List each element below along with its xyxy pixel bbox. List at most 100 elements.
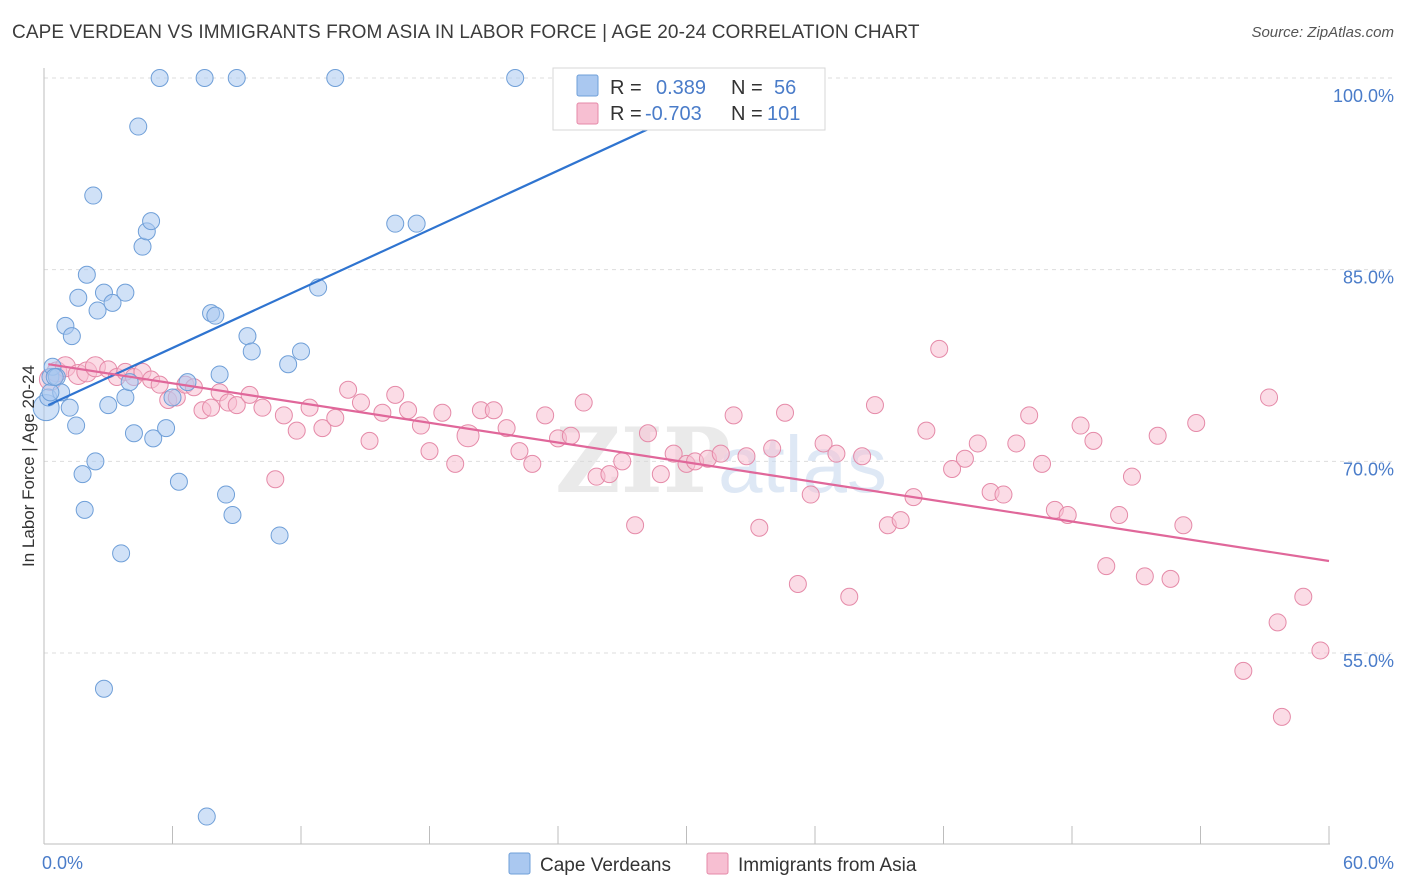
blue-point [133, 237, 152, 256]
pink-point [351, 393, 370, 412]
pink-point [497, 419, 516, 438]
pink-point [930, 339, 949, 358]
blue-point [84, 186, 103, 205]
pink-point [446, 454, 465, 473]
legend-n-value-1: 56 [774, 77, 796, 99]
pink-point [561, 426, 580, 445]
legend-swatch-blue [576, 74, 599, 97]
pink-point [510, 442, 529, 461]
pink-point [536, 406, 555, 425]
pink-point [1097, 557, 1116, 576]
blue-point [169, 472, 188, 491]
blue-point [45, 368, 64, 386]
grid-lines [44, 77, 1394, 654]
pink-point [1294, 587, 1313, 606]
blue-point [142, 212, 161, 231]
blue-point [112, 544, 131, 563]
blue-point [206, 306, 225, 325]
blue-point [195, 69, 214, 87]
legend-r-label-1: R = [610, 77, 642, 99]
blue-point [75, 500, 94, 519]
y-tick-label-1: 70.0% [1343, 459, 1394, 479]
blue-point [242, 342, 261, 361]
pink-point [202, 398, 221, 417]
blue-point [227, 69, 246, 87]
blue-point [99, 396, 118, 415]
y-tick-label-2: 85.0% [1343, 268, 1394, 288]
pink-point [788, 575, 807, 593]
pink-point [1020, 406, 1039, 425]
blue-point [69, 288, 88, 307]
pink-point [1033, 454, 1052, 473]
y-tick-label-3: 100.0% [1333, 86, 1394, 106]
blue-point [144, 429, 163, 448]
immigrants-from-asia-points [38, 339, 1330, 726]
pink-point [711, 444, 730, 463]
pink-point [399, 401, 418, 420]
legend-n-label-1: N = [731, 77, 763, 99]
pink-point [1311, 641, 1330, 660]
cape-verdeans-trend-line [47, 77, 760, 407]
pink-point [763, 439, 782, 458]
blue-point [407, 214, 426, 233]
blue-point [116, 283, 135, 302]
blue-point [150, 69, 169, 87]
x-tick-labels: 0.0% 60.0% [42, 853, 1394, 873]
blue-point [210, 365, 229, 384]
source-label: Source: ZipAtlas.com [1251, 24, 1394, 41]
pink-point [827, 444, 846, 463]
cape-verdeans-points [32, 69, 525, 826]
pink-point [1084, 431, 1103, 450]
pink-point [917, 421, 936, 440]
blue-point [326, 69, 345, 87]
pink-point [313, 419, 332, 438]
blue-point [86, 452, 105, 471]
blue-point [67, 416, 86, 435]
blue-point [88, 301, 107, 320]
pink-point [638, 424, 657, 443]
pink-point [373, 403, 392, 422]
x-tick-label-1: 60.0% [1343, 853, 1394, 873]
pink-point [253, 398, 272, 417]
blue-point [60, 398, 79, 417]
blue-point [506, 69, 525, 87]
blue-point [279, 355, 298, 374]
pink-point [1272, 707, 1291, 726]
blue-point [386, 214, 405, 233]
trend-lines [47, 77, 1330, 563]
pink-point [943, 460, 962, 478]
bottom-legend-swatch-pink [706, 852, 729, 875]
pink-point [865, 396, 884, 415]
legend-n-label-2: N = [731, 103, 763, 125]
pink-point [840, 587, 859, 606]
blue-point [178, 373, 197, 392]
bottom-legend-swatch-blue [508, 852, 531, 875]
pink-point [814, 434, 833, 453]
pink-point [613, 452, 632, 471]
bottom-legend-label-2: Immigrants from Asia [738, 855, 917, 876]
y-axis-label: In Labor Force | Age 20-24 [19, 365, 38, 567]
pink-point [1135, 567, 1154, 586]
pink-point [266, 470, 285, 489]
pink-point [737, 447, 756, 466]
pink-point [227, 396, 246, 415]
pink-point [326, 408, 345, 427]
pink-point [1187, 414, 1206, 432]
pink-point [484, 401, 503, 420]
legend-r-value-2: -0.703 [645, 103, 702, 125]
pink-point [801, 485, 820, 504]
legend-n-value-2: 101 [767, 103, 800, 125]
pink-point [776, 403, 795, 422]
immigrants-from-asia-trend-line [48, 363, 1330, 563]
pink-point [1260, 388, 1279, 407]
blue-point [238, 327, 257, 346]
pink-point [420, 442, 439, 461]
pink-point [360, 431, 379, 450]
pink-point [339, 380, 358, 399]
blue-point [62, 327, 81, 346]
bottom-legend: Cape Verdeans Immigrants from Asia [508, 852, 917, 876]
blue-point [292, 342, 310, 361]
pink-point [651, 465, 670, 484]
y-tick-label-0: 55.0% [1343, 651, 1394, 671]
